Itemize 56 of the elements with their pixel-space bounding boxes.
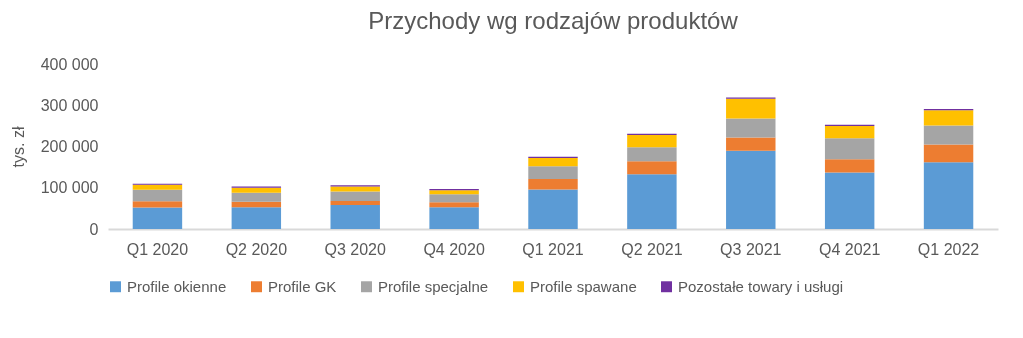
y-tick-label: 400 000 [40, 55, 99, 73]
bar [627, 134, 677, 148]
bar [824, 172, 875, 229]
bar [923, 110, 974, 126]
bar [429, 190, 479, 195]
bar [132, 201, 183, 208]
legend-label: Profile specjalne [378, 277, 489, 295]
legend-label: Profile spawane [530, 277, 637, 295]
bar [528, 189, 578, 229]
y-axis-title: tys. zł [9, 126, 27, 168]
x-tick-label: Q1 2022 [917, 240, 980, 258]
bar [132, 207, 183, 229]
bar [231, 187, 282, 193]
bar [132, 184, 183, 190]
bar [429, 194, 479, 203]
bar [231, 207, 282, 229]
bar [923, 162, 974, 229]
bar [824, 138, 875, 160]
x-tick-label: Q3 2021 [720, 240, 782, 258]
bar [726, 137, 776, 151]
bar [726, 118, 776, 138]
bar [528, 166, 578, 180]
bar [824, 159, 875, 173]
bar [429, 202, 479, 208]
y-tick-label: 200 000 [40, 138, 99, 155]
bar [627, 174, 677, 229]
x-tick-label: Q1 2021 [522, 240, 584, 258]
bar [528, 179, 578, 190]
bar [231, 192, 282, 202]
bar [627, 147, 677, 162]
legend-label: Pozostałe towary i usługi [678, 277, 844, 295]
x-tick-label: Q1 2020 [126, 240, 189, 258]
x-tick-label: Q4 2020 [423, 240, 485, 258]
bar [231, 201, 282, 208]
x-tick-label: Q2 2020 [225, 240, 288, 258]
y-tick-label: 0 [89, 220, 99, 238]
bar [726, 98, 776, 119]
x-tick-label: Q2 2021 [621, 240, 683, 258]
bar [923, 125, 974, 145]
x-tick-label: Q4 2021 [818, 240, 881, 258]
bar [132, 189, 183, 202]
bar [330, 205, 380, 229]
x-tick-label: Q3 2020 [324, 240, 387, 258]
bar [330, 200, 380, 206]
legend-label: Profile okienne [127, 277, 227, 295]
bar [726, 150, 776, 229]
legend-label: Profile GK [268, 277, 337, 295]
bar [923, 144, 974, 163]
bar [429, 207, 479, 229]
bar [330, 191, 380, 201]
bar [627, 161, 677, 175]
y-tick-label: 100 000 [40, 179, 99, 197]
y-tick-label: 300 000 [40, 96, 99, 114]
chart-title: Przychody wg rodzajów produktów [368, 7, 739, 34]
bar [824, 125, 875, 139]
bar [528, 158, 578, 167]
